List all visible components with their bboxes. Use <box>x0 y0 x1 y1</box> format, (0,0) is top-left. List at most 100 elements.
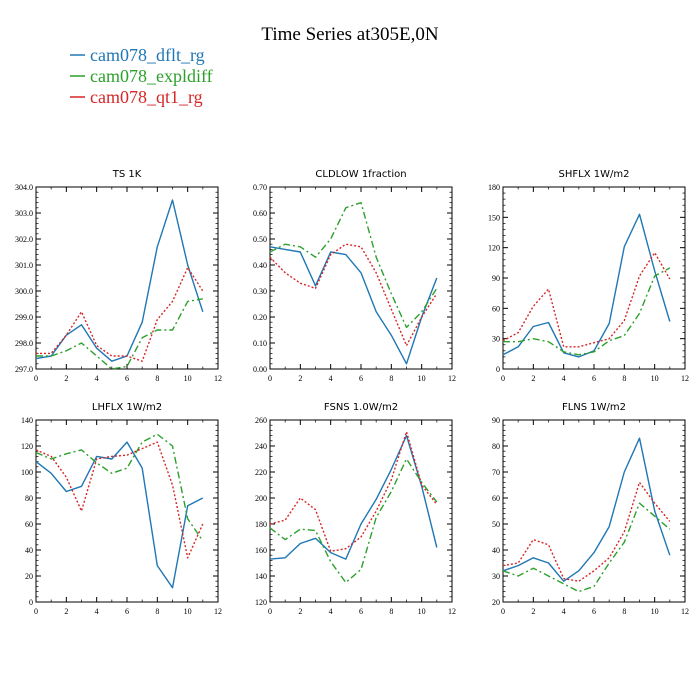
legend-label-3: cam078_qt1_rg <box>90 87 203 107</box>
y-tick-label: 60 <box>492 304 500 313</box>
y-tick-label: 220 <box>255 468 267 477</box>
y-tick-label: 60 <box>492 494 500 503</box>
y-tick-label: 30 <box>492 572 500 581</box>
x-tick-label: 8 <box>155 607 159 616</box>
y-tick-label: 20 <box>25 572 33 581</box>
series-line-cam078_qt1_rg <box>502 251 671 348</box>
y-tick-label: 0 <box>496 365 500 374</box>
series-line-cam078_expldiff <box>36 298 203 370</box>
y-tick-label: 120 <box>21 442 33 451</box>
plot-frame <box>502 419 686 603</box>
x-tick-label: 0 <box>501 374 505 383</box>
x-tick-label: 4 <box>329 374 333 383</box>
y-tick-label: 20 <box>492 598 500 607</box>
x-tick-label: 12 <box>681 607 689 616</box>
y-tick-label: 0.10 <box>253 339 267 348</box>
x-tick-label: 10 <box>418 374 426 383</box>
x-tick-label: 6 <box>359 607 363 616</box>
x-tick-label: 6 <box>359 374 363 383</box>
y-tick-label: 304.0 <box>15 183 33 192</box>
panel-3: SHFLX 1W/m2 0 30 60 90 120 150 180 0 2 4 6 8 10 12 <box>488 169 689 383</box>
y-tick-label: 300.0 <box>15 287 33 296</box>
y-tick-label: 299.0 <box>15 313 33 322</box>
x-tick-label: 10 <box>184 374 192 383</box>
y-tick-label: 160 <box>255 546 267 555</box>
panel-5: FSNS 1.0W/m2 120 140 160 180 200 220 240 260 0 2 4 6… <box>255 402 456 616</box>
series-line-cam078_dflt_rg <box>502 437 671 582</box>
y-tick-label: 40 <box>492 546 500 555</box>
y-tick-label: 0.60 <box>253 209 267 218</box>
panels-grid: TS 1K 297.0 298.0 299.0 300.0 301.0 302.0 303.0… <box>15 169 689 616</box>
panel-title: TS 1K <box>112 169 142 180</box>
panel-2: CLDLOW 1fraction 0.00 0.10 0.20 0.30 0.40 0.50… <box>253 169 456 383</box>
x-tick-label: 12 <box>448 607 456 616</box>
plot-frame <box>269 186 453 370</box>
y-tick-label: 140 <box>21 416 33 425</box>
series-line-cam078_dflt_rg <box>35 441 204 589</box>
x-tick-label: 6 <box>125 607 129 616</box>
x-tick-label: 2 <box>531 374 535 383</box>
series-line-cam078_qt1_rg <box>35 441 204 559</box>
series-line-cam078_expldiff <box>502 502 671 593</box>
y-tick-label: 0.30 <box>253 287 267 296</box>
x-tick-label: 12 <box>448 374 456 383</box>
plot-frame <box>35 186 219 370</box>
x-tick-label: 12 <box>681 374 689 383</box>
y-tick-label: 120 <box>255 598 267 607</box>
y-tick-label: 120 <box>488 244 500 253</box>
x-tick-label: 12 <box>214 374 222 383</box>
x-tick-label: 12 <box>214 607 222 616</box>
x-tick-label: 10 <box>184 607 192 616</box>
y-tick-label: 60 <box>25 520 33 529</box>
x-tick-label: 8 <box>622 374 626 383</box>
plot-frame <box>269 419 453 603</box>
y-tick-label: 298.0 <box>15 339 33 348</box>
x-tick-label: 10 <box>418 607 426 616</box>
x-tick-label: 2 <box>298 607 302 616</box>
figure-title: Time Series at305E,0N <box>261 24 438 45</box>
y-tick-label: 0.00 <box>253 365 267 374</box>
y-tick-label: 301.0 <box>15 261 33 270</box>
y-tick-label: 240 <box>255 442 267 451</box>
x-tick-label: 0 <box>268 374 272 383</box>
series-line-cam078_expldiff <box>269 458 438 584</box>
y-tick-label: 297.0 <box>15 365 33 374</box>
series-line-cam078_qt1_rg <box>269 243 438 347</box>
x-tick-label: 6 <box>592 374 596 383</box>
y-tick-label: 0.50 <box>253 235 267 244</box>
x-tick-label: 2 <box>64 374 68 383</box>
series-line-cam078_dflt_rg <box>269 246 438 365</box>
legend-label-1: cam078_dflt_rg <box>90 45 205 65</box>
x-tick-label: 4 <box>562 607 566 616</box>
panel-title: CLDLOW 1fraction <box>315 169 406 180</box>
y-tick-label: 150 <box>488 213 500 222</box>
x-tick-label: 4 <box>95 607 99 616</box>
x-tick-label: 8 <box>622 607 626 616</box>
y-tick-label: 70 <box>492 468 500 477</box>
plot-frame <box>502 186 686 370</box>
x-tick-label: 0 <box>34 374 38 383</box>
x-tick-label: 2 <box>298 374 302 383</box>
x-tick-label: 10 <box>651 607 659 616</box>
y-tick-label: 90 <box>492 274 500 283</box>
series-line-cam078_qt1_rg <box>36 266 204 362</box>
series-line-cam078_expldiff <box>503 267 671 356</box>
x-tick-label: 2 <box>64 607 68 616</box>
panel-1: TS 1K 297.0 298.0 299.0 300.0 301.0 302.0 303.0… <box>15 169 222 383</box>
y-tick-label: 100 <box>21 468 33 477</box>
panel-4: LHFLX 1W/m2 0 20 40 60 80 100 120 140 0 2 4 6 8 10 12 <box>21 402 222 616</box>
x-tick-label: 2 <box>531 607 535 616</box>
y-tick-label: 0 <box>29 598 33 607</box>
x-tick-label: 0 <box>501 607 505 616</box>
series-line-cam078_dflt_rg <box>502 213 671 358</box>
x-tick-label: 4 <box>95 374 99 383</box>
y-tick-label: 50 <box>492 520 500 529</box>
y-tick-label: 180 <box>488 183 500 192</box>
y-tick-label: 80 <box>492 442 500 451</box>
y-tick-label: 0.40 <box>253 261 267 270</box>
x-tick-label: 0 <box>34 607 38 616</box>
y-tick-label: 303.0 <box>15 209 33 218</box>
x-tick-label: 4 <box>562 374 566 383</box>
series-line-cam078_qt1_rg <box>269 431 438 552</box>
y-tick-label: 180 <box>255 520 267 529</box>
